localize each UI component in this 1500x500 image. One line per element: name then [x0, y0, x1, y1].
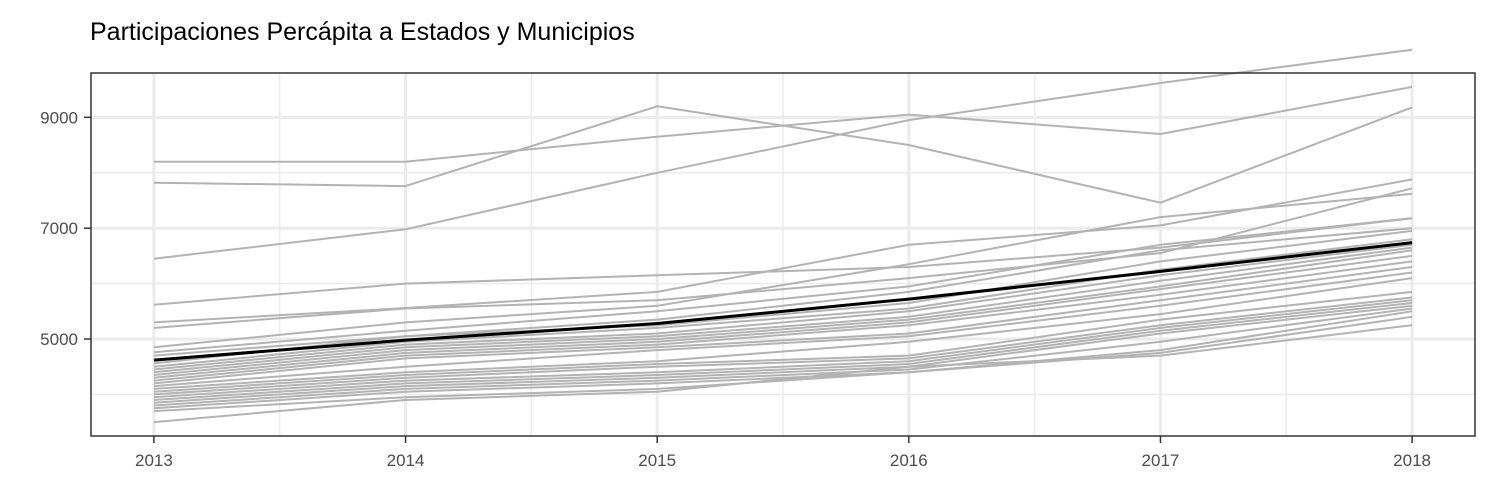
y-tick-label: 7000: [40, 219, 78, 238]
series-line: [153, 243, 1413, 371]
series-line: [153, 217, 1413, 354]
series-line: [153, 187, 1413, 329]
series-line: [153, 271, 1413, 388]
x-tick-label: 2014: [387, 451, 425, 470]
series-line: [153, 296, 1413, 396]
x-tick-label: 2017: [1142, 451, 1180, 470]
series-line: [153, 192, 1413, 349]
series-line: [153, 48, 1413, 260]
x-tick-label: 2016: [890, 451, 928, 470]
series-line: [153, 229, 1413, 365]
y-tick-label: 9000: [40, 108, 78, 127]
series-line: [153, 105, 1413, 204]
series-line: [153, 315, 1413, 413]
series-line: [153, 249, 1413, 376]
series-line: [153, 310, 1413, 410]
series-line: [153, 277, 1413, 390]
x-tick-label: 2018: [1393, 451, 1431, 470]
series-line: [153, 260, 1413, 382]
series-line: [153, 238, 1413, 368]
chart-title: Participaciones Percápita a Estados y Mu…: [90, 18, 635, 46]
series-line: [153, 254, 1413, 379]
y-axis: 5000 7000 9000: [40, 108, 91, 349]
series-line: [153, 246, 1413, 374]
series-line: [153, 299, 1413, 399]
series-line: [153, 304, 1413, 404]
plot-panel-border: [90, 72, 1476, 437]
series-line: [153, 178, 1413, 324]
x-axis: 2013 2014 2015 2016 2017 2018: [135, 436, 1431, 470]
series-line: [153, 290, 1413, 393]
major-gridlines: [91, 73, 1475, 436]
series-line: [153, 266, 1413, 385]
series-lines: [153, 48, 1413, 424]
series-line: [153, 227, 1413, 357]
series-line: [153, 324, 1413, 424]
y-tick-label: 5000: [40, 330, 78, 349]
x-tick-label: 2013: [135, 451, 173, 470]
highlight-series-line: [153, 241, 1413, 362]
x-tick-label: 2015: [638, 451, 676, 470]
series-line: [153, 307, 1413, 407]
series-line: [153, 302, 1413, 401]
